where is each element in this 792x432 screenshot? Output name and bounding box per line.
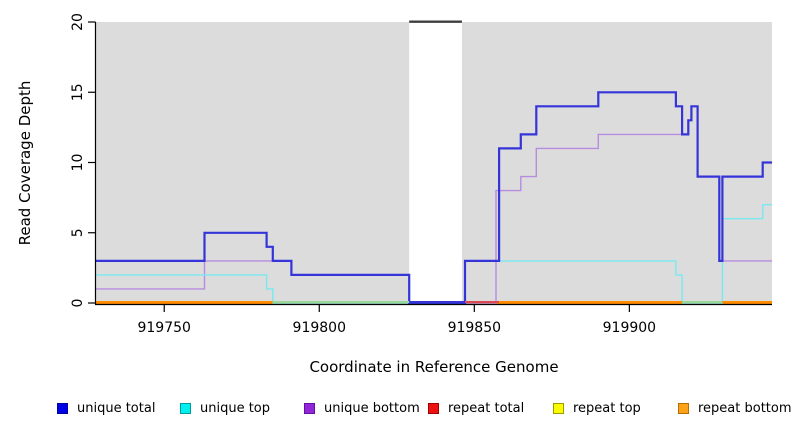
legend-label: repeat total — [448, 401, 525, 416]
coverage-chart: 0 5 10 15 20 919750 919800 919850 919900 Coordin… — [16, 13, 772, 376]
y-tick-label: 20 — [70, 13, 86, 31]
legend-label: unique bottom — [324, 401, 420, 416]
legend-item-repeat-total: repeat total — [428, 401, 524, 416]
legend-swatch-icon — [428, 403, 439, 414]
legend-item-repeat-bottom: repeat bottom — [678, 401, 792, 416]
legend-label: repeat bottom — [698, 401, 792, 416]
legend-swatch-icon — [57, 403, 68, 414]
repeat-region-band — [409, 20, 462, 304]
y-tick-label: 15 — [70, 83, 86, 101]
axes: 0 5 10 15 20 919750 919800 919850 919900 — [70, 13, 772, 336]
legend-item-unique-top: unique top — [180, 401, 270, 416]
series-line-unique-total — [96, 91, 772, 305]
legend-label: unique top — [200, 401, 271, 416]
plot-background — [96, 20, 772, 304]
y-tick-label: 5 — [70, 228, 86, 237]
x-tick-label: 919800 — [293, 320, 346, 336]
legend-swatch-icon — [180, 403, 191, 414]
x-tick-label: 919850 — [448, 320, 501, 336]
series-line-unique-top — [96, 204, 772, 304]
legend-swatch-icon — [304, 403, 315, 414]
legend-swatch-icon — [553, 403, 564, 414]
legend-label: repeat top — [573, 401, 641, 416]
y-tick-label: 0 — [70, 299, 86, 308]
legend-item-unique-total: unique total — [57, 401, 155, 416]
x-tick-label: 919750 — [137, 320, 190, 336]
x-axis-label: Coordinate in Reference Genome — [309, 358, 558, 376]
y-tick-label: 10 — [70, 154, 86, 172]
x-tick-label: 919900 — [603, 320, 656, 336]
legend: unique total unique top unique bottom repea… — [0, 398, 792, 424]
legend-item-repeat-top: repeat top — [553, 401, 641, 416]
y-axis-label: Read Coverage Depth — [16, 81, 34, 246]
legend-label: unique total — [77, 401, 156, 416]
legend-swatch-icon — [678, 403, 689, 414]
legend-item-unique-bottom: unique bottom — [304, 401, 420, 416]
